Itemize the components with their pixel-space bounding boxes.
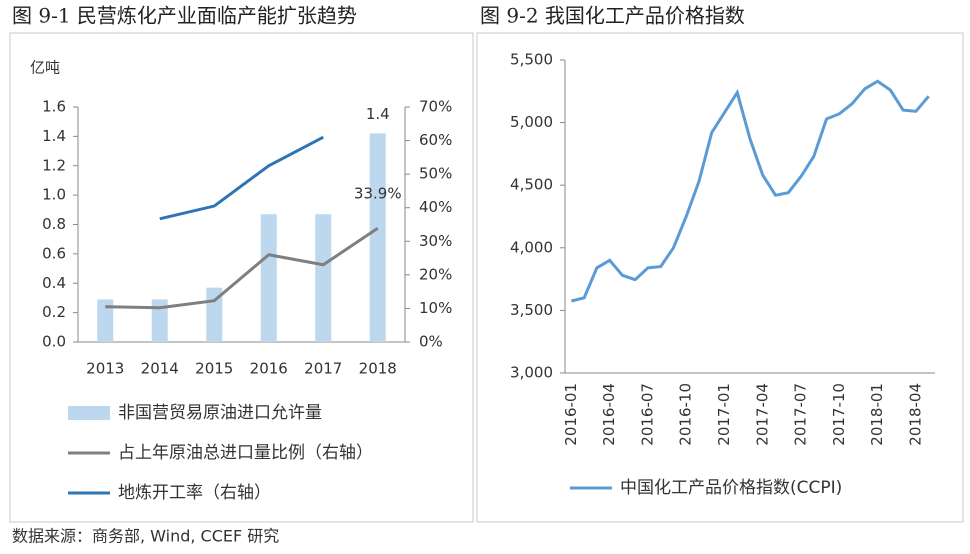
x-tick-label: 2016-10 (677, 383, 695, 446)
x-tick-label: 2017-01 (715, 383, 733, 446)
y-tick-label: 1.2 (42, 156, 66, 174)
y2-tick-label: 10% (419, 299, 452, 317)
data-label: 33.9% (354, 185, 402, 203)
line (571, 79, 930, 303)
y-tick-label: 1.0 (42, 186, 66, 204)
x-tick-label: 2017-07 (792, 383, 810, 446)
bar (97, 299, 114, 342)
x-tick-label: 2015 (195, 360, 233, 378)
y2-tick-label: 40% (419, 198, 452, 216)
y-tick-label: 4,000 (510, 238, 553, 256)
x-tick-label: 2018-04 (906, 383, 924, 446)
bar (369, 133, 386, 342)
legend-label: 中国化工产品价格指数(CCPI) (620, 478, 842, 498)
y-tick-label: 4,500 (510, 176, 553, 194)
y-tick-label: 5,000 (510, 113, 553, 131)
x-tick-label: 2016-01 (562, 383, 580, 446)
chart-title: 图 9-2 我国化工产品价格指数 (480, 4, 745, 28)
x-tick-label: 2013 (86, 360, 124, 378)
y-tick-label: 3,500 (510, 301, 553, 319)
bar (260, 214, 277, 342)
y2-tick-label: 60% (419, 131, 452, 149)
y2-tick-label: 20% (419, 265, 452, 283)
y2-tick-label: 30% (419, 232, 452, 250)
x-tick-label: 2016 (250, 360, 288, 378)
source-note: 数据来源：商务部, Wind, CCEF 研究 (12, 527, 279, 546)
x-tick-label: 2017 (304, 360, 342, 378)
y2-tick-label: 50% (419, 165, 452, 183)
x-tick-label: 2016-07 (638, 383, 656, 446)
y-tick-label: 1.4 (42, 127, 66, 145)
y-tick-label: 0.4 (42, 274, 66, 292)
legend-label: 非国营贸易原油进口允许量 (118, 403, 322, 423)
line (105, 226, 379, 310)
bar (315, 214, 332, 342)
y-tick-label: 1.6 (42, 98, 66, 116)
y-axis-label: 亿吨 (30, 59, 60, 77)
y2-tick-label: 70% (419, 98, 452, 116)
panel-right (476, 32, 964, 523)
line (159, 135, 324, 221)
chart-title: 图 9-1 民营炼化产业面临产能扩张趋势 (12, 4, 357, 28)
x-tick-label: 2014 (141, 360, 179, 378)
x-tick-label: 2016-04 (600, 383, 618, 446)
legend-label: 占上年原油总进口量比例（右轴） (118, 443, 373, 463)
y2-tick-label: 0% (419, 333, 443, 351)
legend-label: 地炼开工率（右轴） (118, 483, 271, 503)
y-tick-label: 3,000 (510, 364, 553, 382)
panel-left (9, 32, 474, 523)
y-tick-label: 0.2 (42, 303, 66, 321)
y-tick-label: 0.6 (42, 244, 66, 262)
x-tick-label: 2018-01 (868, 383, 886, 446)
data-label: 1.4 (366, 105, 390, 123)
legend-swatch (68, 406, 110, 420)
x-tick-label: 2017-04 (753, 383, 771, 446)
x-tick-label: 2018 (359, 360, 397, 378)
y-tick-label: 0.0 (42, 333, 66, 351)
y-tick-label: 5,500 (510, 51, 553, 69)
bar (151, 299, 168, 342)
x-tick-label: 2017-10 (830, 383, 848, 446)
y-tick-label: 0.8 (42, 215, 66, 233)
